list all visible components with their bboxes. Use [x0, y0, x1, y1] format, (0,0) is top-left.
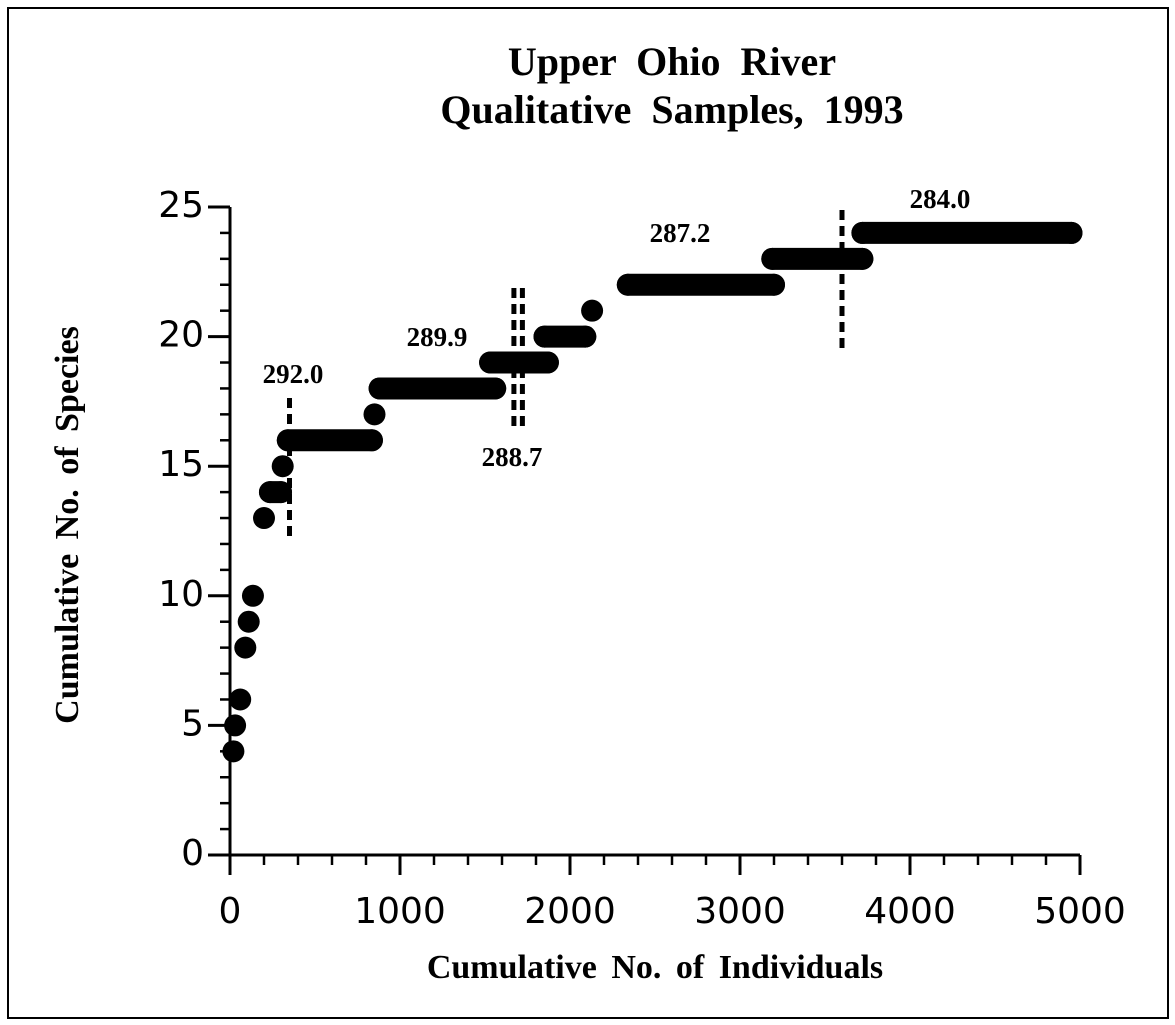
point	[270, 481, 292, 504]
y-tick-label: 25	[158, 185, 204, 226]
annotation: 288.7	[482, 442, 543, 472]
point	[581, 299, 604, 322]
point	[763, 273, 785, 296]
point	[237, 610, 260, 633]
x-tick-label: 4000	[864, 891, 956, 932]
point	[574, 325, 597, 348]
x-tick-label: 0	[219, 891, 242, 932]
point	[536, 351, 559, 374]
frame	[7, 7, 1169, 1019]
x-tick-label: 1000	[354, 891, 446, 932]
x-tick-label: 5000	[1034, 891, 1126, 932]
point	[241, 584, 264, 607]
chart-title: Qualitative Samples, 1993	[440, 87, 903, 132]
point	[851, 247, 874, 270]
y-tick-label: 10	[158, 574, 204, 615]
point	[224, 714, 247, 737]
annotation: 284.0	[910, 184, 971, 214]
point	[363, 403, 386, 426]
y-tick-label: 15	[158, 444, 204, 485]
annotation: 292.0	[263, 359, 324, 389]
y-tick-label: 5	[181, 703, 204, 744]
x-tick-label: 3000	[694, 891, 786, 932]
point	[1060, 221, 1083, 244]
x-tick-label: 2000	[524, 891, 616, 932]
point	[229, 688, 252, 711]
point	[234, 636, 257, 659]
chart-title: Upper Ohio River	[508, 39, 836, 84]
point	[360, 429, 383, 452]
annotation: 289.9	[407, 322, 468, 352]
y-tick-label: 0	[181, 833, 204, 874]
point	[253, 507, 275, 530]
y-tick-label: 20	[158, 315, 204, 356]
point	[484, 377, 507, 400]
point	[222, 740, 245, 763]
annotation: 287.2	[650, 218, 711, 248]
x-axis-label: Cumulative No. of Individuals	[427, 949, 883, 986]
y-axis-label: Cumulative No. of Species	[49, 326, 86, 724]
